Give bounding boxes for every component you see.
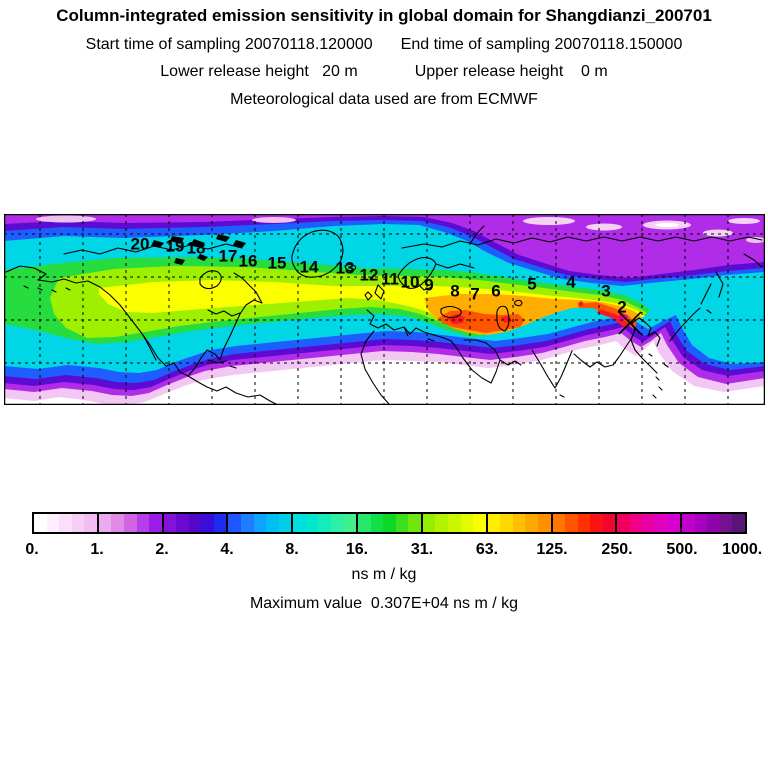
trajectory-day-marker: 4 [566,272,576,291]
lower-release-label: Lower release height 20 m [160,63,358,80]
met-data-line: Meteorological data used are from ECMWF [0,91,768,109]
colorbar-tick: 125. [536,541,568,558]
trajectory-day-marker: 11 [381,269,399,288]
upper-release-label: Upper release height 0 m [414,63,608,80]
release-heights-line: Lower release height 20 m Upper release … [0,63,768,81]
colorbar-segment [34,514,97,532]
colorbar-tick: 63. [475,541,499,558]
end-time-label: End time of sampling 20070118.150000 [400,36,683,53]
sensitivity-map: 20 19 18 17 16 15 14 13 12 11 10 9 8 7 6 5 4 3 2 [4,214,765,405]
trajectory-day-marker: 18 [187,238,206,257]
map-frame [4,214,765,405]
start-time-label: Start time of sampling 20070118.120000 [85,36,373,53]
colorbar-tick: 250. [601,541,633,558]
colorbar-segment [420,514,486,532]
trajectory-day-marker: 16 [239,251,258,270]
colorbar-tick: 0. [25,541,39,558]
trajectory-day-marker: 6 [491,281,500,300]
trajectory-day-marker: 9 [424,275,433,294]
max-value-label: Maximum value 0.307E+04 ns m / kg [249,595,519,612]
colorbar-segment [356,514,421,532]
colorbar-tick: 2. [155,541,169,558]
trajectory-day-marker: 15 [268,253,287,272]
trajectory-day-marker: 7 [470,284,479,303]
colorbar-segment [615,514,681,532]
colorbar-segment [226,514,292,532]
receptor-marker [618,311,642,335]
colorbar-tick: 8. [285,541,299,558]
coastlines [5,225,763,405]
trajectory-day-marker: 19 [166,236,185,255]
colorbar-segment [161,514,227,532]
colorbar-segment [680,514,745,532]
trajectory-day-marker: 2 [617,297,626,316]
trajectory-day-marker: 20 [131,234,150,253]
latlon-grid [4,214,765,405]
sampling-times-line: Start time of sampling 20070118.120000 E… [0,36,768,54]
colorbar-tick: 4. [220,541,234,558]
colorbar-segment [96,514,162,532]
trajectory-day-marker: 8 [450,281,459,300]
trajectory-day-marker: 17 [219,246,238,265]
trajectory-day-marker: 3 [601,281,610,300]
colorbar-tick: 1. [90,541,104,558]
colorbar-tick: 1000. [722,541,763,558]
colorbar-tick: 31. [410,541,434,558]
met-data-label: Meteorological data used are from ECMWF [230,91,538,108]
colorbar-tick: 16. [345,541,369,558]
colorbar-segment [485,514,551,532]
trajectory-day-markers: 20 19 18 17 16 15 14 13 12 11 10 9 8 7 6 5 4 32 [131,234,627,316]
colorbar [32,512,747,534]
trajectory-day-marker: 10 [401,272,420,291]
colorbar-segment [550,514,616,532]
colorbar-scale: 0. 1. 2. 4. 8. 16. 31. 63. 125. 250. 500. 1000. [25,541,762,559]
trajectory-day-marker: 13 [336,258,355,277]
figure-title: Column-integrated emission sensitivity i… [56,6,712,25]
map-canvas: 20 19 18 17 16 15 14 13 12 11 10 9 8 7 6 5 4 32 [4,214,765,405]
colorbar-segment [291,514,357,532]
colorbar-tick: 500. [666,541,698,558]
units-label: ns m / kg [351,566,417,583]
trajectory-day-marker: 12 [360,265,379,284]
trajectory-day-marker: 5 [527,274,536,293]
trajectory-day-marker: 14 [300,257,319,276]
